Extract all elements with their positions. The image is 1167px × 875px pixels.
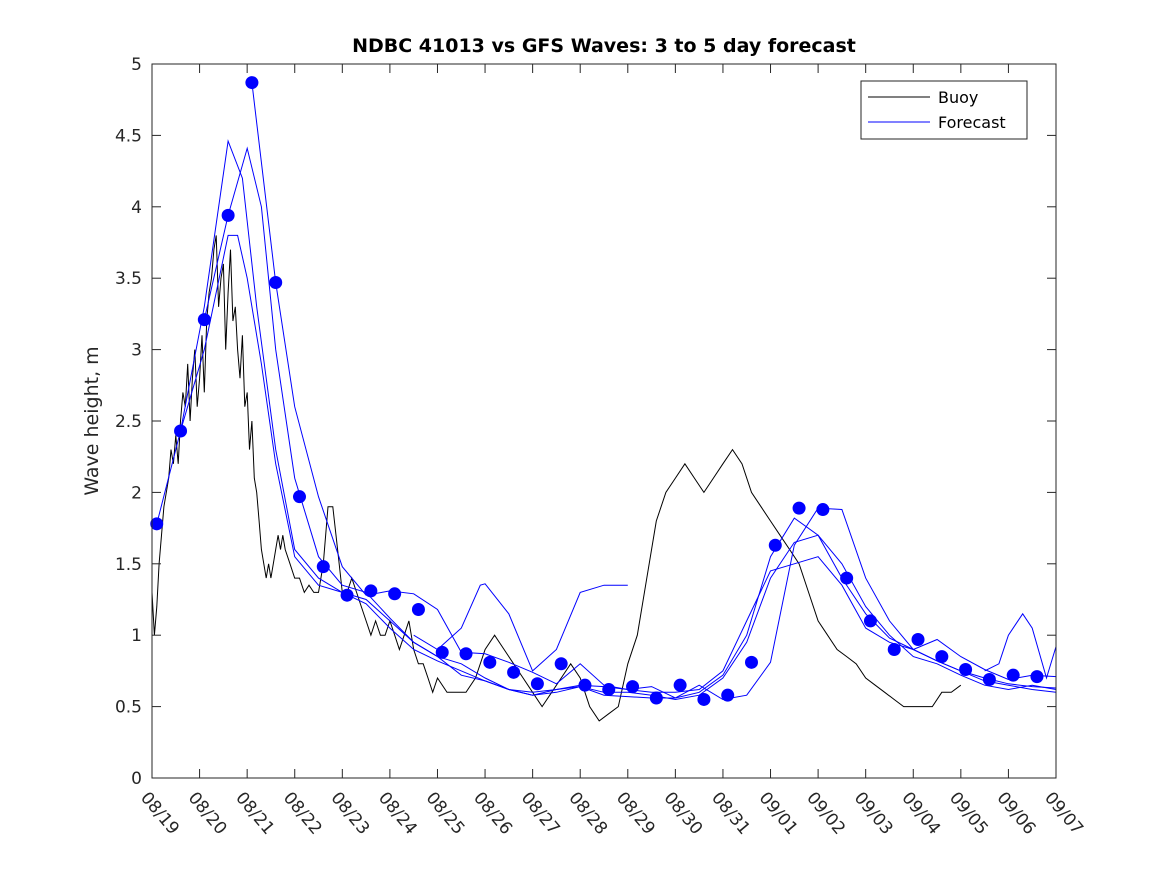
y-axis-label: Wave height, m	[81, 346, 103, 495]
forecast-point	[863, 614, 877, 628]
forecast-point	[459, 647, 473, 661]
buoy-line	[151, 235, 962, 722]
y-tick-label: 1.5	[115, 555, 142, 575]
forecast-point	[697, 692, 711, 706]
forecast-point	[269, 275, 283, 289]
x-tick-label: 08/21	[231, 788, 278, 838]
x-tick-label: 09/07	[1040, 788, 1087, 838]
x-tick-label: 08/24	[374, 788, 421, 838]
forecast-point	[959, 662, 973, 676]
y-tick-label: 4	[131, 198, 142, 218]
forecast-point	[245, 76, 259, 90]
forecast-point	[626, 680, 640, 694]
forecast-point	[721, 688, 735, 702]
forecast-point	[411, 602, 425, 616]
x-tick-label: 08/26	[469, 788, 516, 838]
forecast-point	[507, 665, 521, 679]
forecast-point	[388, 587, 402, 601]
forecast-point	[197, 313, 211, 327]
x-tick-label: 09/02	[802, 788, 849, 838]
forecast-point	[649, 691, 663, 705]
legend-box	[860, 80, 1028, 140]
forecast-point	[840, 571, 854, 585]
forecast-point	[150, 517, 164, 531]
forecast-point	[768, 538, 782, 552]
forecast-point	[1030, 670, 1044, 684]
x-tick-label: 08/23	[326, 788, 373, 838]
legend-label-buoy: Buoy	[938, 88, 978, 107]
forecast-line-2	[203, 146, 1057, 696]
y-tick-label: 1	[131, 626, 142, 646]
y-tick-label: 5	[131, 55, 142, 75]
forecast-point	[911, 632, 925, 646]
y-tick-label: 2	[131, 483, 142, 503]
x-tick-label: 08/19	[136, 788, 183, 838]
forecast-point	[578, 678, 592, 692]
forecast-point	[673, 678, 687, 692]
chart-title: NDBC 41013 vs GFS Waves: 3 to 5 day fore…	[352, 35, 856, 57]
forecast-point	[435, 645, 449, 659]
forecast-point	[887, 642, 901, 656]
forecast-point	[316, 560, 330, 574]
forecast-point	[935, 650, 949, 664]
x-tick-label: 08/28	[564, 788, 611, 838]
y-tick-label: 4.5	[115, 126, 142, 146]
forecast-point	[602, 682, 616, 696]
forecast-point	[364, 584, 378, 598]
forecast-line-3	[251, 82, 1057, 701]
x-tick-label: 08/29	[612, 788, 659, 838]
axes-box	[151, 63, 1057, 779]
forecast-point	[221, 208, 235, 222]
y-tick-label: 3	[131, 341, 142, 361]
forecast-point	[174, 424, 188, 438]
forecast-point	[792, 501, 806, 515]
forecast-point	[530, 677, 544, 691]
x-tick-label: 09/06	[993, 788, 1040, 838]
x-tick-label: 08/27	[517, 788, 564, 838]
forecast-line-0	[156, 234, 1057, 701]
x-tick-label: 09/05	[945, 788, 992, 838]
legend: Buoy Forecast	[860, 80, 1028, 140]
y-tick-label: 2.5	[115, 412, 142, 432]
forecast-point	[1006, 668, 1020, 682]
forecast-point	[340, 588, 354, 602]
x-tick-label: 08/30	[660, 788, 707, 838]
y-tick-label: 0.5	[115, 698, 142, 718]
x-tick-label: 08/31	[707, 788, 754, 838]
forecast-line-5	[984, 612, 1057, 680]
x-tick-label: 09/01	[755, 788, 802, 838]
forecast-point	[744, 655, 758, 669]
x-tick-label: 09/04	[897, 788, 944, 838]
x-tick-label: 08/20	[184, 788, 231, 838]
x-tick-label: 08/25	[422, 788, 469, 838]
x-tick-label: 09/03	[850, 788, 897, 838]
forecast-point	[292, 490, 306, 504]
plot-area	[150, 76, 1057, 722]
forecast-point	[554, 657, 568, 671]
y-tick-label: 0	[131, 769, 142, 789]
forecast-line-4	[413, 583, 628, 672]
y-tick-label: 3.5	[115, 269, 142, 289]
legend-label-forecast: Forecast	[938, 113, 1006, 132]
forecast-point	[483, 655, 497, 669]
forecast-line-1	[180, 139, 1057, 699]
x-tick-label: 08/22	[279, 788, 326, 838]
forecast-point	[816, 503, 830, 517]
forecast-point	[982, 672, 996, 686]
